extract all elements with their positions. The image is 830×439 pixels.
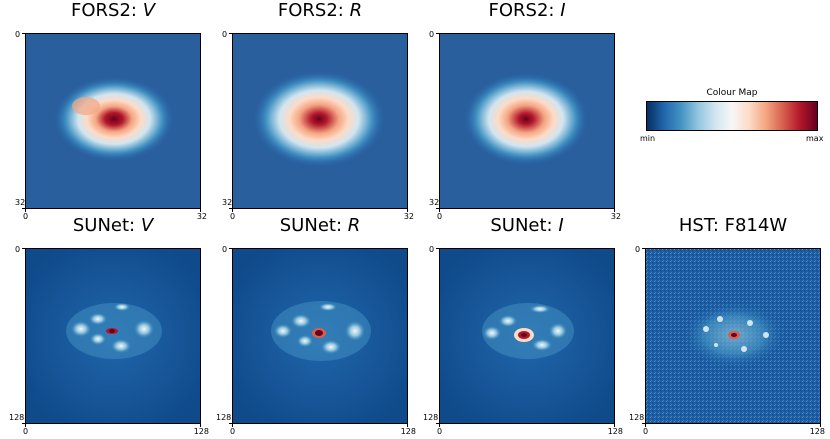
colorbar [646,101,818,131]
panel-title: SUNet: R [279,215,361,236]
x-tick-min: 0 [230,427,236,436]
panel-hst-f814w: HST: F814W [629,215,825,436]
y-tick-min: 0 [222,30,228,39]
y-tick-min: 0 [222,245,228,254]
colorbar-max-label: max [806,134,824,143]
image-sunet-i [439,248,615,424]
panel-sunet-r: SUNet: R 0 128 0 128 [216,215,416,436]
panel-title: SUNet: I [490,215,564,236]
x-tick-max: 128 [193,427,209,436]
x-tick-max: 128 [400,427,416,436]
panel-title: SUNet: V [72,215,154,236]
panel-title: HST: F814W [678,215,788,236]
x-tick-max: 128 [809,427,825,436]
y-tick-min: 0 [15,245,21,254]
x-tick-min: 0 [230,212,236,221]
y-tick-max: 128 [216,413,232,422]
x-tick-min: 0 [437,427,443,436]
panel-sunet-v: SUNet: V [9,215,209,436]
x-tick-min: 0 [23,212,29,221]
panel-sunet-i: SUNet: I 0 128 0 128 [423,215,623,436]
x-tick-min: 0 [643,427,649,436]
image-fors2-v [25,33,201,209]
x-tick-max: 128 [607,427,623,436]
y-tick-min: 0 [429,30,435,39]
panel-fors2-v: FORS2: V 0 32 0 32 [15,0,207,221]
y-tick-max: 32 [15,198,26,207]
y-tick-min: 0 [635,245,641,254]
y-tick-max: 128 [9,413,25,422]
y-tick-max: 128 [629,413,645,422]
y-tick-max: 32 [222,198,233,207]
x-tick-max: 32 [610,212,621,221]
image-sunet-v [25,248,201,424]
image-fors2-i [439,33,615,209]
image-sunet-r [232,248,408,424]
colorbar-title: Colour Map [706,88,758,98]
image-hst-f814w [645,248,821,424]
panel-fors2-r: FORS2: R 0 32 0 32 [222,0,414,221]
x-tick-max: 32 [403,212,414,221]
y-tick-max: 32 [429,198,440,207]
colorbar-min-label: min [640,134,656,143]
y-tick-max: 128 [423,413,439,422]
x-tick-min: 0 [23,427,29,436]
y-tick-min: 0 [429,245,435,254]
panel-fors2-i: FORS2: I 0 32 0 32 [429,0,621,221]
panel-title: FORS2: R [277,0,363,21]
panel-title: FORS2: I [488,0,566,21]
panel-title: FORS2: V [70,0,156,21]
x-tick-min: 0 [437,212,443,221]
x-tick-max: 32 [196,212,207,221]
y-tick-min: 0 [15,30,21,39]
image-fors2-r [232,33,408,209]
